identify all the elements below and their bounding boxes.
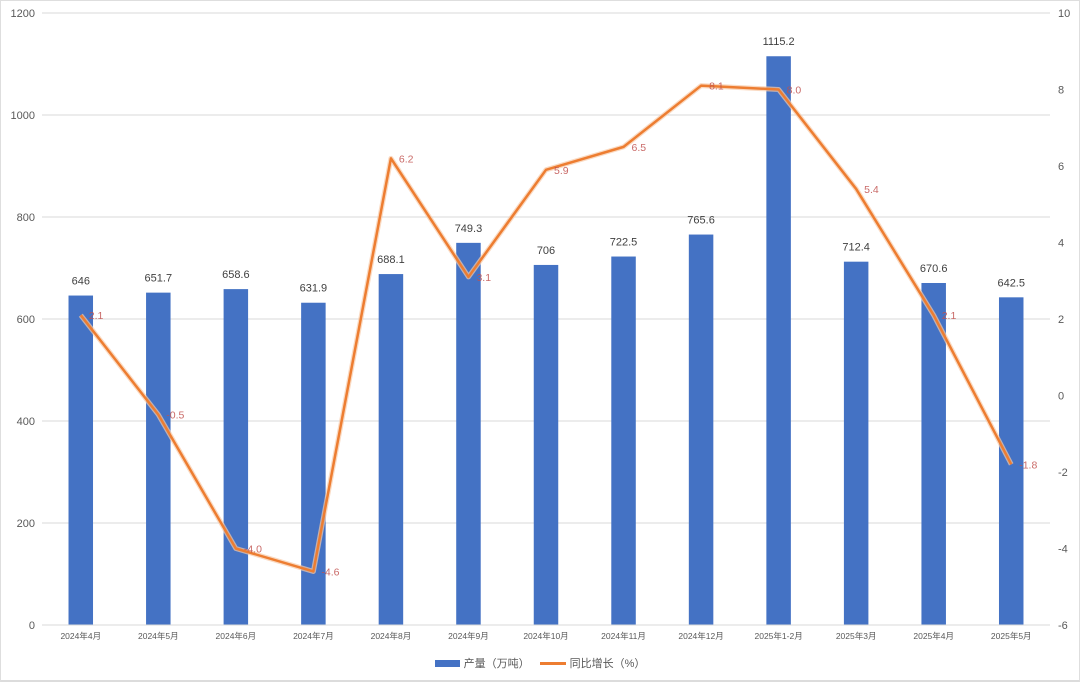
- growth-line[interactable]: [79, 84, 1013, 573]
- x-axis-tick: 2024年9月: [448, 631, 489, 641]
- x-axis: 2024年4月 2024年5月 2024年6月 2024年7月 2024年8月 2024年…: [42, 624, 1050, 641]
- line-value-label: -0.5: [166, 410, 184, 422]
- legend-label-yoy-growth: 同比增长（%）: [569, 658, 646, 670]
- line-value-label: 8.0: [787, 85, 802, 97]
- bar-value-label: 722.5: [610, 237, 638, 249]
- right-axis-tick: 0: [1058, 391, 1064, 403]
- right-axis-tick: 4: [1058, 238, 1064, 250]
- bar-value-label: 646: [72, 276, 90, 288]
- bar[interactable]: [688, 234, 714, 625]
- bar-swatch-icon: [434, 659, 460, 667]
- left-axis-tick: 400: [17, 416, 35, 428]
- legend-item-yoy-growth[interactable]: 同比增长（%）: [539, 655, 646, 671]
- line-value-label: 3.1: [476, 272, 491, 284]
- right-axis-tick: 10: [1058, 8, 1070, 20]
- bar-data-labels: 646 651.7 658.6 631.9 688.1 749.3 706 722.5 765.…: [72, 36, 1025, 294]
- line-value-label: -1.8: [1019, 459, 1037, 471]
- x-axis-tick: 2024年11月: [601, 631, 646, 641]
- line-swatch-icon: [539, 661, 566, 665]
- line-value-label: 2.1: [89, 310, 104, 322]
- bar[interactable]: [378, 274, 404, 625]
- x-axis-tick: 2024年6月: [216, 631, 257, 641]
- bar-series: [68, 56, 1024, 626]
- bar-value-label: 1115.2: [763, 36, 795, 48]
- bar-value-label: 712.4: [842, 242, 870, 254]
- bar[interactable]: [843, 261, 869, 625]
- bar-value-label: 706: [537, 245, 555, 257]
- line-value-label: 6.2: [399, 153, 414, 165]
- bar-value-label: 749.3: [455, 223, 483, 235]
- line-value-label: -4.0: [244, 544, 262, 556]
- line-value-label: 2.1: [942, 310, 957, 322]
- right-axis-tick: 6: [1058, 161, 1064, 173]
- bar[interactable]: [223, 289, 249, 625]
- x-axis-tick: 2024年8月: [371, 631, 412, 641]
- bar-value-label: 765.6: [687, 215, 715, 227]
- bar[interactable]: [533, 264, 559, 625]
- left-axis-tick: 1000: [11, 110, 35, 122]
- line-series: [78, 83, 1014, 574]
- bar-value-label: 658.6: [222, 269, 250, 281]
- line-value-label: -4.6: [321, 566, 339, 578]
- legend-item-production[interactable]: 产量（万吨）: [434, 655, 530, 671]
- legend: 产量（万吨） 同比增长（%）: [0, 655, 1080, 671]
- line-data-labels: 2.1 -0.5 -4.0 -4.6 6.2 3.1 5.9 6.5 8.1 8.0 5.4 2.1 -…: [89, 81, 1038, 579]
- left-axis-tick: 800: [17, 212, 35, 224]
- bar[interactable]: [766, 56, 791, 626]
- x-axis-tick: 2024年5月: [138, 631, 179, 641]
- line-value-label: 8.1: [709, 81, 724, 93]
- x-axis-tick: 2025年3月: [836, 631, 877, 641]
- bar-value-label: 651.7: [145, 273, 173, 285]
- line-value-label: 5.9: [554, 165, 569, 177]
- bar-value-label: 631.9: [300, 283, 328, 295]
- legend-label-production: 产量（万吨）: [463, 658, 530, 670]
- left-axis: 0 200 400 600 800 1000 1200: [11, 8, 35, 632]
- line-value-label: 5.4: [864, 184, 879, 196]
- left-axis-tick: 1200: [11, 8, 35, 20]
- bar[interactable]: [921, 282, 946, 625]
- bar[interactable]: [611, 256, 636, 625]
- right-axis-tick: -2: [1058, 467, 1068, 479]
- right-axis-tick: 8: [1058, 85, 1064, 97]
- bar-value-label: 688.1: [377, 254, 405, 266]
- right-axis-tick: 2: [1058, 314, 1064, 326]
- x-axis-tick: 2024年7月: [293, 631, 334, 641]
- x-axis-tick: 2024年4月: [60, 631, 101, 641]
- x-axis-tick: 2025年1-2月: [755, 631, 803, 641]
- bar[interactable]: [146, 292, 171, 625]
- bar[interactable]: [68, 295, 94, 625]
- right-axis-tick: -6: [1058, 620, 1068, 632]
- bar[interactable]: [456, 242, 481, 625]
- bar-value-label: 670.6: [920, 263, 948, 275]
- right-axis-tick: -4: [1058, 544, 1068, 556]
- x-axis-tick: 2025年4月: [913, 631, 954, 641]
- right-axis: -6 -4 -2 0 2 4 6 8 10: [1058, 8, 1070, 632]
- x-axis-tick: 2024年10月: [523, 631, 568, 641]
- line-value-label: 6.5: [632, 142, 647, 154]
- left-axis-tick: 200: [17, 518, 35, 530]
- bar-value-label: 642.5: [997, 277, 1025, 289]
- left-axis-tick: 600: [17, 314, 35, 326]
- x-axis-tick: 2024年12月: [678, 631, 723, 641]
- left-axis-tick: 0: [29, 620, 35, 632]
- x-axis-tick: 2025年5月: [991, 631, 1032, 641]
